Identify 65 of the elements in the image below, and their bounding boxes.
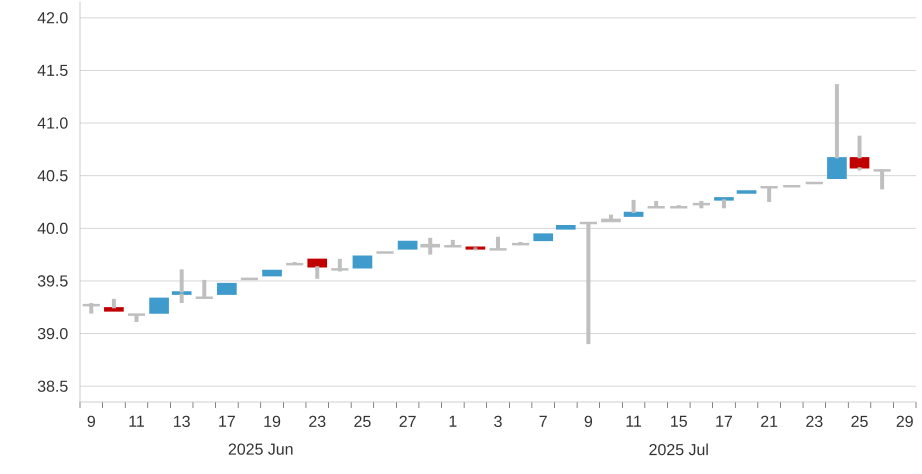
candlestick (81, 303, 102, 314)
y-tick-label: 42.0 (38, 12, 68, 24)
candlestick (578, 222, 598, 344)
candlestick (804, 182, 824, 184)
candlestick (714, 197, 734, 208)
x-tick-label: 11 (129, 416, 144, 427)
candlestick (194, 280, 214, 300)
candlestick (668, 205, 689, 209)
candlestick (307, 258, 328, 279)
text: 2025 Jun (228, 444, 292, 455)
x-tick-label: 17 (219, 416, 235, 427)
y-tick-label: 40.0 (38, 222, 68, 234)
candlestick (420, 238, 440, 255)
y-tick-label: 41.0 (38, 117, 68, 129)
candlestick (375, 251, 395, 254)
x-tick-label: 7 (540, 416, 547, 427)
x-tick-label: 27 (400, 416, 416, 427)
x-tick-label: 23 (806, 416, 822, 428)
x-tick-label: 9 (584, 416, 592, 428)
x-tick-label: 19 (264, 416, 280, 428)
text: 2025 Jul (649, 444, 708, 456)
candlestick (510, 242, 530, 246)
y-tick-label: 38.5 (38, 380, 68, 392)
candlestick (126, 313, 146, 322)
x-tick-label: 29 (896, 416, 913, 428)
candlestick (172, 269, 192, 304)
x-tick-label: 21 (761, 416, 778, 427)
candlestick (149, 298, 169, 314)
candlestick (624, 200, 644, 217)
candlestick (262, 270, 282, 276)
x-tick-label: 11 (626, 416, 642, 427)
x-tick-label: 23 (309, 416, 326, 428)
x-tick-label: 25 (354, 416, 371, 428)
candlestick (646, 200, 666, 209)
x-tick-label: 13 (174, 416, 190, 428)
candlestick (330, 258, 350, 272)
candlestick (782, 184, 802, 188)
candlestick (850, 136, 870, 170)
candlestick (217, 282, 237, 295)
y-tick-label: 39.0 (38, 328, 68, 340)
candlestick (488, 236, 508, 251)
y-tick-label: 39.5 (38, 275, 68, 287)
candlestick (533, 233, 554, 242)
candlestick (759, 186, 779, 202)
candlestick (736, 190, 756, 194)
candlestick (692, 200, 712, 208)
candlestick (601, 214, 621, 222)
x-tick-label: 9 (88, 416, 95, 428)
candlestick (284, 262, 304, 266)
candlestick (466, 246, 486, 250)
candlestick (556, 224, 576, 230)
x-tick-label: 3 (494, 416, 502, 428)
x-tick-label: 25 (851, 416, 868, 428)
candlestick (442, 240, 463, 248)
candlestick (398, 240, 418, 250)
x-tick-label: 1 (450, 416, 456, 427)
candlestick (827, 84, 847, 180)
y-tick-label: 41.5 (38, 64, 68, 76)
x-tick-label: 17 (716, 416, 732, 427)
y-tick-label: 40.5 (38, 170, 68, 182)
candlestick (240, 278, 260, 280)
candlestick (872, 169, 892, 190)
x-tick-label: 15 (671, 416, 687, 427)
candlestick (104, 298, 124, 312)
candlestick (352, 255, 372, 269)
